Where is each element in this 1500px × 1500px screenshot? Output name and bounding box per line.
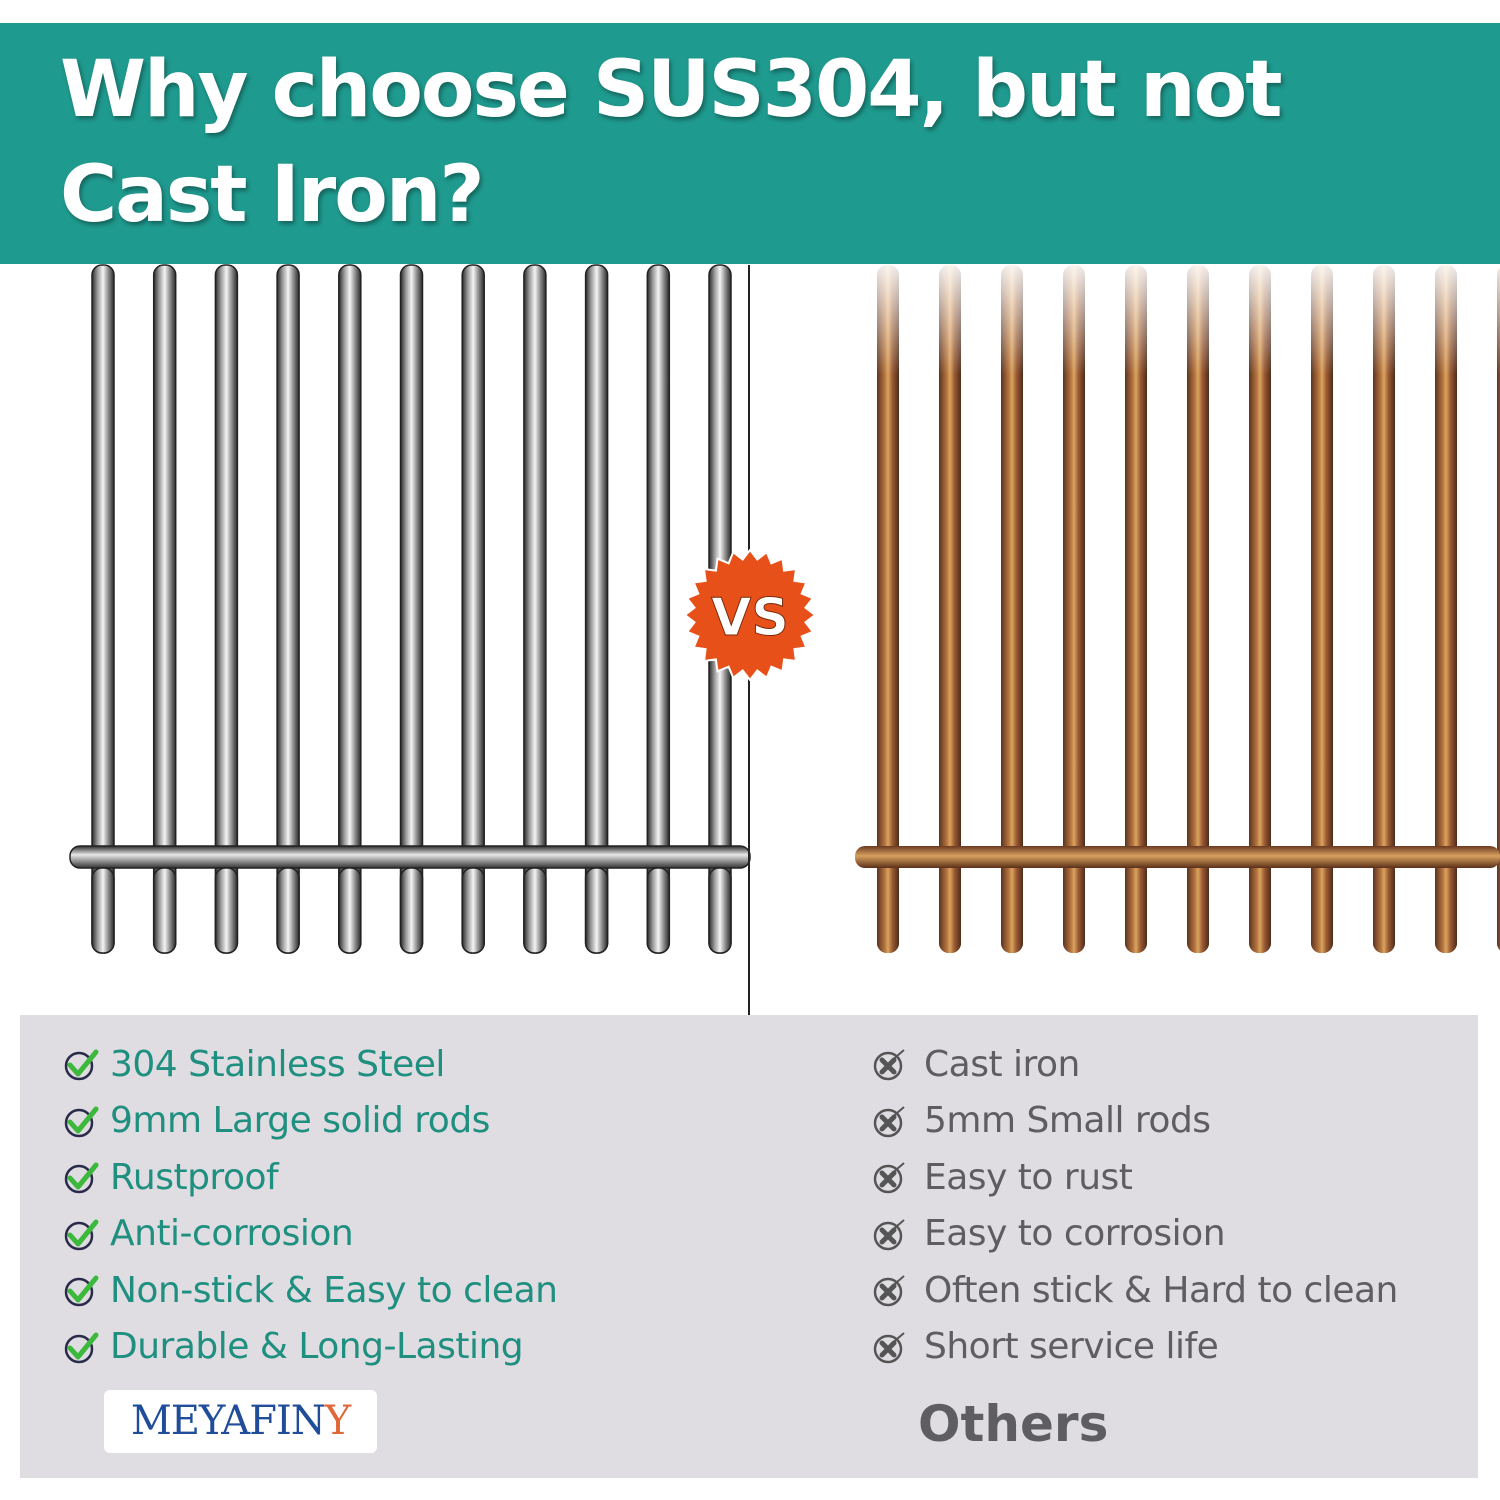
cons-item-text: Easy to rust: [924, 1156, 1133, 1198]
rusty-rod: [1435, 265, 1457, 953]
steel-rod-lower: [461, 867, 485, 954]
cons-item: Easy to rust: [872, 1149, 1398, 1206]
rusty-rod: [1373, 265, 1395, 953]
x-circle-icon: [872, 1216, 908, 1252]
rusty-rod-lower: [1311, 868, 1333, 953]
steel-rod-lower: [152, 867, 177, 954]
rusty-rod: [1125, 265, 1147, 953]
rusty-rod-lower: [1373, 868, 1395, 953]
pros-item-text: 9mm Large solid rods: [110, 1100, 490, 1142]
x-circle-icon: [872, 1103, 908, 1139]
vs-badge: VS: [684, 549, 816, 681]
pros-item-text: Non-stick & Easy to clean: [110, 1269, 558, 1311]
cons-item-text: Cast iron: [924, 1043, 1080, 1085]
pros-item-text: Anti-corrosion: [110, 1213, 354, 1255]
steel-crossbar: [69, 845, 751, 869]
check-circle-icon: [64, 1329, 100, 1365]
header-banner: [0, 23, 1500, 264]
steel-rod-lower: [338, 867, 362, 954]
check-circle-icon: [64, 1159, 100, 1195]
rusty-rod: [1249, 265, 1271, 953]
pros-item: Durable & Long-Lasting: [64, 1319, 557, 1376]
rusty-rod: [939, 265, 961, 953]
pros-item: Anti-corrosion: [64, 1206, 557, 1263]
logo-text: MEYAFIN: [130, 1398, 326, 1444]
steel-rod-lower: [708, 867, 732, 954]
steel-rod-lower: [399, 867, 424, 954]
rusty-rod-lower: [1125, 868, 1147, 953]
rusty-rod-lower: [1063, 868, 1085, 953]
rusty-rod: [877, 265, 899, 953]
rusty-crossbar: [855, 846, 1500, 868]
pros-item-text: Rustproof: [110, 1156, 279, 1198]
pros-item: 9mm Large solid rods: [64, 1093, 557, 1150]
starburst-icon: [684, 549, 816, 681]
rusty-rod: [1063, 265, 1085, 953]
steel-rod-lower: [523, 867, 547, 954]
rusty-rod-lower: [1249, 868, 1271, 953]
cons-item-text: Often stick & Hard to clean: [924, 1269, 1398, 1311]
rusty-rod: [1311, 265, 1333, 953]
x-circle-icon: [872, 1272, 908, 1308]
x-circle-icon: [872, 1159, 908, 1195]
x-circle-icon: [872, 1329, 908, 1365]
pros-item: 304 Stainless Steel: [64, 1036, 557, 1093]
rusty-rod-lower: [1001, 868, 1023, 953]
logo-text-accent: Y: [324, 1398, 351, 1444]
steel-rod-lower: [214, 867, 239, 954]
cons-item: Short service life: [872, 1319, 1398, 1376]
rusty-rod-lower: [1435, 868, 1457, 953]
others-label: Others: [918, 1395, 1109, 1453]
vs-label: VS: [711, 588, 789, 648]
cast-iron-grate: [855, 265, 1500, 953]
title-line-1: Why choose SUS304, but not: [60, 45, 1282, 135]
pros-item: Non-stick & Easy to clean: [64, 1262, 558, 1319]
x-circle-icon: [872, 1046, 908, 1082]
fade-overlay: [860, 265, 1500, 375]
check-circle-icon: [64, 1046, 100, 1082]
rusty-rod-lower: [1497, 870, 1500, 951]
cons-item-text: Easy to corrosion: [924, 1213, 1226, 1255]
pros-item: Rustproof: [64, 1149, 557, 1206]
pros-list: 304 Stainless Steel 9mm Large solid rods R…: [64, 1036, 558, 1376]
brand-logo: MEYAFINY: [104, 1390, 377, 1453]
cons-list: Cast iron 5mm Small rods Easy to rust Easy …: [872, 1036, 1398, 1375]
cons-item: Easy to corrosion: [872, 1206, 1398, 1263]
rusty-rod-lower: [877, 868, 899, 953]
cons-item: 5mm Small rods: [872, 1093, 1398, 1150]
rusty-rod-lower: [939, 868, 961, 953]
cons-item-text: 5mm Small rods: [924, 1100, 1211, 1142]
steel-rod-lower: [276, 867, 300, 954]
rusty-rod: [1187, 265, 1209, 953]
cons-item-text: Short service life: [924, 1326, 1219, 1368]
stainless-grate: [69, 264, 751, 954]
rusty-rod: [1497, 267, 1500, 951]
cons-item: Often stick & Hard to clean: [872, 1262, 1398, 1319]
check-circle-icon: [64, 1103, 100, 1139]
rusty-rod: [1001, 265, 1023, 953]
steel-rod-lower: [646, 867, 671, 954]
steel-rod-lower: [91, 867, 115, 954]
steel-rod-lower: [584, 867, 609, 954]
check-circle-icon: [64, 1216, 100, 1252]
title-line-2: Cast Iron?: [60, 150, 485, 240]
pros-item-text: 304 Stainless Steel: [110, 1043, 445, 1085]
page-title: Why choose SUS304, but not Cast Iron?: [60, 38, 1360, 248]
rusty-rod-lower: [1187, 868, 1209, 953]
check-circle-icon: [64, 1272, 100, 1308]
pros-item-text: Durable & Long-Lasting: [110, 1326, 524, 1368]
cons-item: Cast iron: [872, 1036, 1398, 1093]
